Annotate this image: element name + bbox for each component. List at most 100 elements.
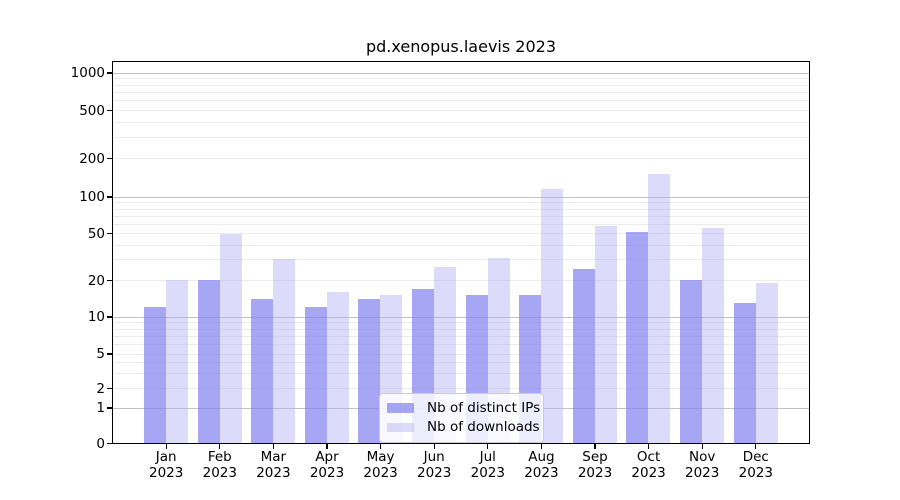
minor-gridline	[112, 215, 809, 217]
x-tick-label-sep: Sep 2023	[555, 449, 635, 481]
x-tick-label-jun: Jun 2023	[394, 449, 474, 481]
bar-nb-of-distinct-ips-feb	[197, 280, 220, 443]
bar-nb-of-distinct-ips-may	[358, 299, 381, 443]
bar-nb-of-downloads-mar	[273, 259, 296, 443]
y-tick-mark	[106, 407, 112, 409]
minor-gridline	[112, 84, 809, 86]
x-tick-label-aug: Aug 2023	[501, 449, 581, 481]
x-tick-year: 2023	[309, 465, 345, 481]
x-tick-month: Jan	[155, 449, 177, 465]
x-tick-month: Apr	[315, 449, 339, 465]
minor-gridline	[112, 344, 809, 346]
x-tick-mark	[380, 444, 382, 449]
x-tick-label-feb: Feb 2023	[180, 449, 260, 481]
plot-area	[111, 60, 810, 444]
x-tick-label-jan: Jan 2023	[126, 449, 206, 481]
x-tick-month: Jun	[423, 449, 445, 465]
bar-nb-of-downloads-feb	[219, 234, 242, 443]
bar-nb-of-downloads-apr	[326, 292, 349, 443]
x-tick-year: 2023	[738, 465, 773, 481]
x-tick-mark	[755, 444, 757, 449]
bar-nb-of-distinct-ips-jan	[143, 307, 166, 443]
y-tick-mark	[106, 316, 112, 318]
legend-label-distinct-ips: Nb of distinct IPs	[427, 399, 541, 416]
x-tick-label-jul: Jul 2023	[448, 449, 528, 481]
minor-gridline	[112, 335, 809, 337]
minor-gridline	[112, 328, 809, 330]
minor-gridline	[112, 280, 809, 282]
bar-nb-of-distinct-ips-dec	[733, 302, 756, 443]
y-tick-label: 100	[79, 189, 105, 205]
minor-gridline	[112, 100, 809, 102]
y-tick-mark	[106, 72, 112, 74]
minor-gridline	[112, 362, 809, 364]
bar-nb-of-downloads-aug	[541, 189, 564, 443]
bar-nb-of-distinct-ips-apr	[304, 307, 327, 443]
x-tick-mark	[701, 444, 703, 449]
minor-gridline	[112, 110, 809, 112]
minor-gridline	[112, 233, 809, 235]
chart-title: pd.xenopus.laevis 2023	[365, 37, 556, 56]
y-tick-mark	[106, 196, 112, 198]
y-tick-label: 2	[96, 380, 105, 397]
x-tick-month: Sep	[582, 449, 608, 465]
y-tick-label: 500	[79, 102, 105, 119]
y-tick-label: 20	[87, 272, 105, 289]
y-tick-mark	[106, 442, 112, 445]
minor-gridline	[112, 208, 809, 210]
x-tick-month: Aug	[528, 449, 555, 465]
bar-nb-of-downloads-sep	[594, 226, 617, 443]
bar-nb-of-distinct-ips-oct	[626, 232, 649, 443]
legend-swatch-downloads	[387, 422, 414, 432]
x-tick-mark	[540, 444, 542, 449]
y-tick-label: 10	[87, 309, 105, 325]
legend-item-downloads: Nb of downloads	[387, 418, 540, 438]
x-tick-mark	[594, 444, 596, 449]
major-gridline	[112, 196, 809, 198]
x-tick-year: 2023	[256, 465, 291, 481]
y-tick-mark	[106, 157, 112, 160]
legend-item-distinct-ips: Nb of distinct IPs	[387, 398, 540, 418]
x-tick-label-oct: Oct 2023	[609, 449, 689, 481]
legend-label-downloads: Nb of downloads	[427, 419, 540, 436]
x-tick-mark	[487, 444, 489, 449]
bar-nb-of-downloads-jan	[165, 280, 188, 443]
bar-nb-of-distinct-ips-nov	[679, 280, 702, 443]
bars-layer	[113, 62, 809, 443]
x-tick-month: Mar	[260, 449, 287, 465]
x-tick-year: 2023	[524, 465, 559, 481]
x-tick-year: 2023	[685, 465, 720, 481]
x-tick-month: Jul	[479, 449, 496, 465]
x-tick-mark	[219, 444, 221, 449]
y-tick-mark	[106, 387, 112, 390]
minor-gridline	[112, 158, 809, 160]
minor-gridline	[112, 373, 809, 375]
bar-nb-of-downloads-dec	[755, 282, 778, 443]
x-tick-mark	[433, 444, 435, 449]
x-tick-month: Nov	[689, 449, 716, 465]
y-tick-label: 1000	[70, 65, 105, 81]
major-gridline	[112, 316, 809, 318]
x-tick-year: 2023	[470, 465, 505, 481]
x-tick-month: Dec	[742, 449, 769, 465]
x-tick-label-dec: Dec 2023	[716, 449, 796, 481]
y-tick-label: 200	[79, 150, 105, 167]
x-tick-month: Feb	[207, 449, 232, 465]
x-tick-month: May	[366, 449, 395, 465]
x-tick-month: Oct	[636, 449, 661, 465]
x-tick-label-nov: Nov 2023	[662, 449, 742, 481]
minor-gridline	[112, 137, 809, 139]
y-tick-label: 1	[96, 400, 105, 416]
y-tick-label: 0	[96, 435, 105, 452]
x-tick-mark	[272, 444, 274, 449]
bar-nb-of-downloads-nov	[701, 228, 724, 443]
minor-gridline	[112, 223, 809, 225]
y-tick-label: 50	[87, 225, 105, 242]
minor-gridline	[112, 259, 809, 261]
x-tick-year: 2023	[631, 465, 666, 481]
x-tick-label-mar: Mar 2023	[233, 449, 313, 481]
minor-gridline	[112, 202, 809, 204]
bar-nb-of-distinct-ips-mar	[251, 299, 274, 443]
x-tick-mark	[326, 444, 328, 449]
